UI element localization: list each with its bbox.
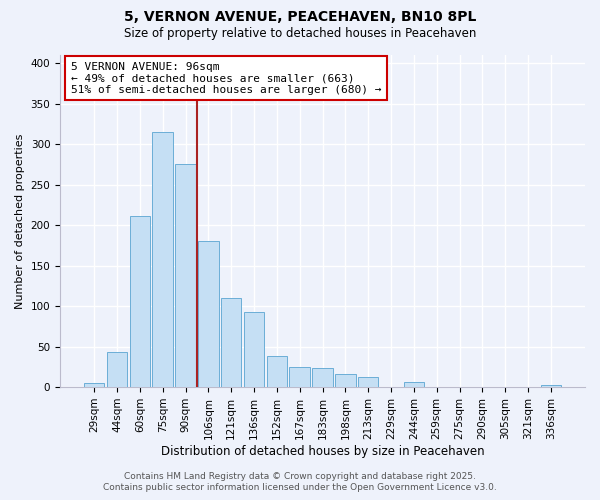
Bar xyxy=(541,384,561,387)
Bar xyxy=(107,352,127,387)
Bar xyxy=(312,368,333,387)
Bar xyxy=(84,383,104,387)
Text: Contains HM Land Registry data © Crown copyright and database right 2025.
Contai: Contains HM Land Registry data © Crown c… xyxy=(103,472,497,492)
Bar xyxy=(335,374,356,387)
Text: 5 VERNON AVENUE: 96sqm
← 49% of detached houses are smaller (663)
51% of semi-de: 5 VERNON AVENUE: 96sqm ← 49% of detached… xyxy=(71,62,381,95)
Y-axis label: Number of detached properties: Number of detached properties xyxy=(15,134,25,308)
X-axis label: Distribution of detached houses by size in Peacehaven: Distribution of detached houses by size … xyxy=(161,444,484,458)
Bar xyxy=(266,356,287,387)
Bar xyxy=(244,312,264,387)
Bar xyxy=(404,382,424,387)
Bar xyxy=(130,216,150,387)
Bar xyxy=(152,132,173,387)
Bar xyxy=(175,164,196,387)
Bar xyxy=(198,242,218,387)
Bar xyxy=(358,376,379,387)
Bar xyxy=(289,367,310,387)
Text: 5, VERNON AVENUE, PEACEHAVEN, BN10 8PL: 5, VERNON AVENUE, PEACEHAVEN, BN10 8PL xyxy=(124,10,476,24)
Text: Size of property relative to detached houses in Peacehaven: Size of property relative to detached ho… xyxy=(124,28,476,40)
Bar xyxy=(221,298,241,387)
